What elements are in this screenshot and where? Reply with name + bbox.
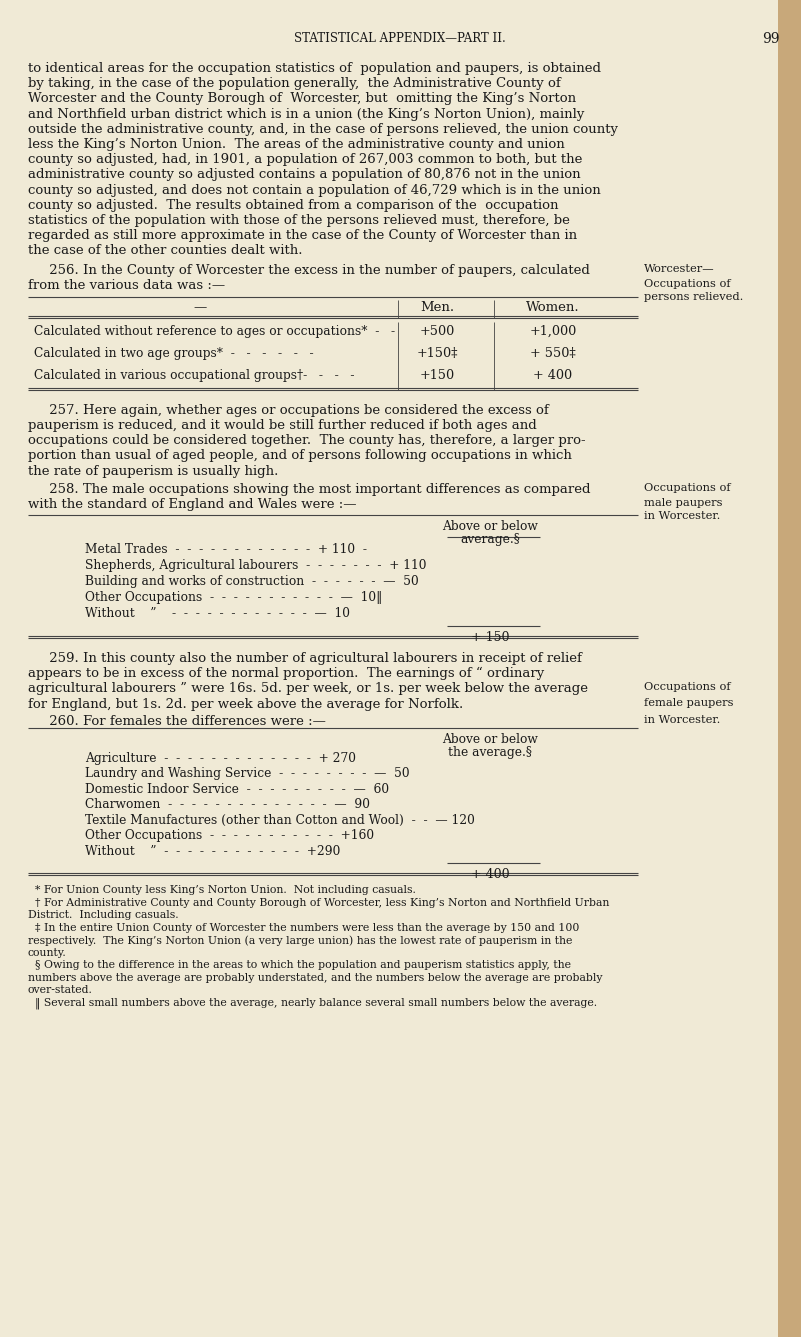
- Text: + 150: + 150: [471, 631, 509, 644]
- Text: pauperism is reduced, and it would be still further reduced if both ages and: pauperism is reduced, and it would be st…: [28, 418, 537, 432]
- Text: Laundry and Washing Service  -  -  -  -  -  -  -  -  —  50: Laundry and Washing Service - - - - - - …: [85, 767, 409, 781]
- Text: 258. The male occupations showing the most important differences as compared: 258. The male occupations showing the mo…: [28, 483, 590, 496]
- Text: respectively.  The King’s Norton Union (a very large union) has the lowest rate : respectively. The King’s Norton Union (a…: [28, 936, 573, 945]
- Text: by taking, in the case of the population generally,  the Administrative County o: by taking, in the case of the population…: [28, 78, 561, 90]
- Text: STATISTICAL APPENDIX—PART II.: STATISTICAL APPENDIX—PART II.: [294, 32, 506, 45]
- Text: +150‡: +150‡: [417, 346, 457, 360]
- Text: average.§: average.§: [460, 533, 520, 545]
- Text: appears to be in excess of the normal proportion.  The earnings of “ ordinary: appears to be in excess of the normal pr…: [28, 667, 544, 681]
- Text: Agriculture  -  -  -  -  -  -  -  -  -  -  -  -  -  + 270: Agriculture - - - - - - - - - - - - - + …: [85, 751, 356, 765]
- Text: statistics of the population with those of the persons relieved must, therefore,: statistics of the population with those …: [28, 214, 570, 227]
- Text: +500: +500: [420, 325, 455, 338]
- Text: Men.: Men.: [420, 301, 454, 314]
- Text: persons relieved.: persons relieved.: [644, 291, 743, 302]
- Text: Shepherds, Agricultural labourers  -  -  -  -  -  -  -  + 110: Shepherds, Agricultural labourers - - - …: [85, 559, 426, 572]
- Text: 260. For females the differences were :—: 260. For females the differences were :—: [28, 715, 326, 727]
- Text: the average.§: the average.§: [448, 746, 532, 759]
- Text: § Owing to the difference in the areas to which the population and pauperism sta: § Owing to the difference in the areas t…: [28, 960, 571, 971]
- Text: + 400: + 400: [471, 868, 509, 881]
- Text: Occupations of: Occupations of: [644, 279, 731, 289]
- Text: Without    ”  -  -  -  -  -  -  -  -  -  -  -  -  +290: Without ” - - - - - - - - - - - - +290: [85, 845, 340, 858]
- Text: Women.: Women.: [526, 301, 580, 314]
- Text: county so adjusted, had, in 1901, a population of 267,003 common to both, but th: county so adjusted, had, in 1901, a popu…: [28, 154, 582, 166]
- Text: * For Union County less King’s Norton Union.  Not including casuals.: * For Union County less King’s Norton Un…: [28, 885, 416, 896]
- Text: outside the administrative county, and, in the case of persons relieved, the uni: outside the administrative county, and, …: [28, 123, 618, 136]
- Text: District.  Including casuals.: District. Including casuals.: [28, 910, 179, 920]
- Text: Other Occupations  -  -  -  -  -  -  -  -  -  -  -  —  10‖: Other Occupations - - - - - - - - - - - …: [85, 591, 382, 604]
- Text: with the standard of England and Wales were :—: with the standard of England and Wales w…: [28, 497, 356, 511]
- Text: for England, but 1s. 2d. per week above the average for Norfolk.: for England, but 1s. 2d. per week above …: [28, 698, 463, 710]
- Text: Textile Manufactures (other than Cotton and Wool)  -  -  — 120: Textile Manufactures (other than Cotton …: [85, 814, 475, 826]
- Text: less the King’s Norton Union.  The areas of the administrative county and union: less the King’s Norton Union. The areas …: [28, 138, 565, 151]
- Text: ‖ Several small numbers above the average, nearly balance several small numbers : ‖ Several small numbers above the averag…: [28, 997, 597, 1009]
- Text: county.: county.: [28, 948, 66, 957]
- Text: + 550‡: + 550‡: [530, 346, 576, 360]
- Text: 257. Here again, whether ages or occupations be considered the excess of: 257. Here again, whether ages or occupat…: [28, 404, 549, 417]
- Text: and Northfield urban district which is in a union (the King’s Norton Union), mai: and Northfield urban district which is i…: [28, 107, 585, 120]
- Text: over-stated.: over-stated.: [28, 985, 93, 995]
- Text: ‡ In the entire Union County of Worcester the numbers were less than the average: ‡ In the entire Union County of Worceste…: [28, 923, 579, 933]
- Text: Metal Trades  -  -  -  -  -  -  -  -  -  -  -  -  + 110  -: Metal Trades - - - - - - - - - - - - + 1…: [85, 543, 367, 556]
- Text: male paupers: male paupers: [644, 497, 723, 508]
- Text: Worcester and the County Borough of  Worcester, but  omitting the King’s Norton: Worcester and the County Borough of Worc…: [28, 92, 576, 106]
- Text: regarded as still more approximate in the case of the County of Worcester than i: regarded as still more approximate in th…: [28, 229, 578, 242]
- Text: +1,000: +1,000: [529, 325, 577, 338]
- Text: +150: +150: [420, 369, 454, 382]
- Bar: [778, 0, 801, 1337]
- Text: Without    ”    -  -  -  -  -  -  -  -  -  -  -  -  —  10: Without ” - - - - - - - - - - - - — 10: [85, 607, 350, 620]
- Text: Other Occupations  -  -  -  -  -  -  -  -  -  -  -  +160: Other Occupations - - - - - - - - - - - …: [85, 829, 374, 842]
- Text: administrative county so adjusted contains a population of 80,876 not in the uni: administrative county so adjusted contai…: [28, 168, 581, 182]
- Text: Calculated without reference to ages or occupations*  -   -: Calculated without reference to ages or …: [34, 325, 395, 338]
- Text: in Worcester.: in Worcester.: [644, 511, 720, 521]
- Text: county so adjusted.  The results obtained from a comparison of the  occupation: county so adjusted. The results obtained…: [28, 199, 558, 211]
- Text: 256. In the County of Worcester the excess in the number of paupers, calculated: 256. In the County of Worcester the exce…: [28, 263, 590, 277]
- Text: agricultural labourers ” were 16s. 5d. per week, or 1s. per week below the avera: agricultural labourers ” were 16s. 5d. p…: [28, 682, 588, 695]
- Text: the rate of pauperism is usually high.: the rate of pauperism is usually high.: [28, 464, 279, 477]
- Text: portion than usual of aged people, and of persons following occupations in which: portion than usual of aged people, and o…: [28, 449, 572, 463]
- Text: † For Administrative County and County Borough of Worcester, less King’s Norton : † For Administrative County and County B…: [28, 898, 610, 908]
- Text: numbers above the average are probably understated, and the numbers below the av: numbers above the average are probably u…: [28, 973, 602, 983]
- Text: the case of the other counties dealt with.: the case of the other counties dealt wit…: [28, 245, 303, 258]
- Text: Calculated in two age groups*  -   -   -   -   -   -: Calculated in two age groups* - - - - - …: [34, 346, 314, 360]
- Text: Calculated in various occupational groups†-   -   -   -: Calculated in various occupational group…: [34, 369, 355, 382]
- Text: Charwomen  -  -  -  -  -  -  -  -  -  -  -  -  -  -  —  90: Charwomen - - - - - - - - - - - - - - — …: [85, 798, 370, 812]
- Text: Building and works of construction  -  -  -  -  -  -  —  50: Building and works of construction - - -…: [85, 575, 419, 588]
- Text: 259. In this county also the number of agricultural labourers in receipt of reli: 259. In this county also the number of a…: [28, 652, 582, 664]
- Text: occupations could be considered together.  The county has, therefore, a larger p: occupations could be considered together…: [28, 435, 586, 447]
- Text: Domestic Indoor Service  -  -  -  -  -  -  -  -  -  —  60: Domestic Indoor Service - - - - - - - - …: [85, 782, 389, 796]
- Text: + 400: + 400: [533, 369, 573, 382]
- Text: Above or below: Above or below: [442, 733, 538, 746]
- Text: in Worcester.: in Worcester.: [644, 715, 720, 725]
- Text: —: —: [193, 301, 207, 314]
- Text: to identical areas for the occupation statistics of  population and paupers, is : to identical areas for the occupation st…: [28, 62, 601, 75]
- Text: county so adjusted, and does not contain a population of 46,729 which is in the : county so adjusted, and does not contain…: [28, 183, 601, 197]
- Text: Worcester—: Worcester—: [644, 263, 714, 274]
- Text: from the various data was :—: from the various data was :—: [28, 279, 225, 291]
- Text: female paupers: female paupers: [644, 698, 734, 707]
- Text: Occupations of: Occupations of: [644, 682, 731, 693]
- Text: Occupations of: Occupations of: [644, 483, 731, 493]
- Text: 99: 99: [762, 32, 779, 45]
- Text: Above or below: Above or below: [442, 520, 538, 533]
